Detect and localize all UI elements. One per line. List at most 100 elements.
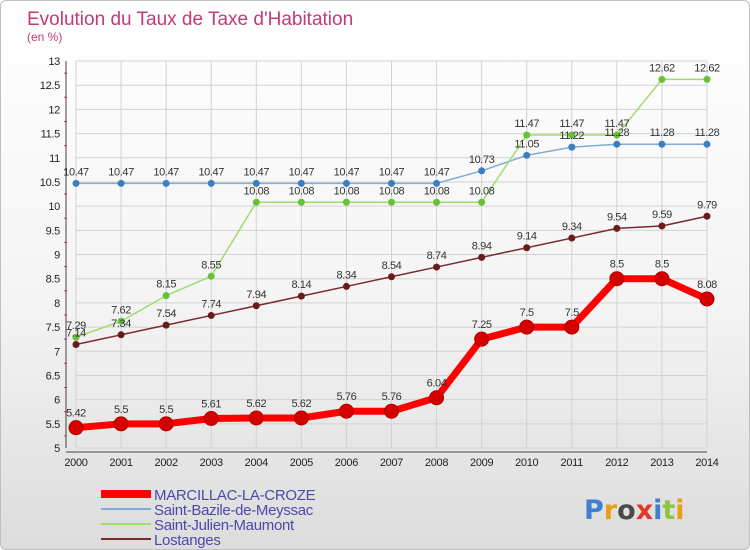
x-tick-label: 2013 xyxy=(650,457,673,469)
data-point xyxy=(388,273,395,281)
x-tick-label: 2005 xyxy=(290,457,313,469)
data-point xyxy=(388,179,395,187)
data-label: 10.47 xyxy=(379,166,405,178)
data-point xyxy=(699,291,715,307)
y-tick-label: 12.5 xyxy=(40,80,60,92)
data-label: 11.47 xyxy=(514,118,539,130)
data-label: 5.76 xyxy=(382,391,402,403)
data-label: 7.5 xyxy=(565,307,579,319)
data-point xyxy=(342,198,350,206)
x-tick-label: 2004 xyxy=(245,457,268,469)
legend-label: Lostanges xyxy=(154,532,221,549)
y-tick-label: 9.5 xyxy=(46,225,61,237)
data-point xyxy=(654,271,670,287)
data-point xyxy=(568,234,576,242)
data-label: 12.62 xyxy=(649,62,675,74)
data-point xyxy=(433,179,441,187)
data-point xyxy=(117,179,125,187)
proxiti-logo: Proxiti xyxy=(584,495,685,526)
data-point xyxy=(72,179,80,187)
data-label: 10.08 xyxy=(244,185,270,197)
data-point xyxy=(703,75,711,83)
data-point xyxy=(429,390,445,406)
data-label: 8.08 xyxy=(697,279,717,291)
data-point xyxy=(342,282,350,290)
x-tick-label: 2000 xyxy=(64,457,87,469)
chart-unit: (en %) xyxy=(27,30,62,44)
data-label: 11.05 xyxy=(514,138,539,150)
data-point xyxy=(342,179,350,187)
y-tick-label: 13 xyxy=(48,56,60,68)
data-label: 5.5 xyxy=(159,404,173,416)
y-tick-label: 5.5 xyxy=(46,419,61,431)
y-tick-label: 8 xyxy=(54,298,60,310)
data-label: 12.62 xyxy=(694,62,720,74)
data-label: 10.47 xyxy=(63,166,89,178)
data-point xyxy=(433,198,441,206)
data-label: 7.25 xyxy=(472,319,492,331)
data-label: 9.54 xyxy=(607,211,627,223)
legend: MARCILLAC-LA-CROZESaint-Bazile-de-Meyssa… xyxy=(101,487,316,549)
x-tick-label: 2007 xyxy=(380,457,403,469)
data-label: 7.62 xyxy=(111,304,131,316)
data-label: 7.54 xyxy=(156,308,176,320)
data-point xyxy=(72,333,80,341)
y-tick-label: 6 xyxy=(54,395,60,407)
data-point xyxy=(117,331,125,339)
data-labels: 7.14 7.34 7.54 7.74 7.94 8.14 8.34 8.54 8.74 8.94… xyxy=(63,62,720,419)
data-point xyxy=(297,198,305,206)
data-point xyxy=(297,292,305,300)
data-point xyxy=(519,319,535,335)
data-point xyxy=(658,140,666,148)
data-label: 8.34 xyxy=(337,269,357,281)
data-point xyxy=(474,331,490,347)
data-label: 10.47 xyxy=(289,166,315,178)
data-label: 11.47 xyxy=(559,118,584,130)
data-label: 10.47 xyxy=(334,166,360,178)
data-point xyxy=(564,319,580,335)
y-tick-label: 7 xyxy=(54,346,60,358)
data-label: 7.74 xyxy=(201,298,221,310)
data-label: 8.14 xyxy=(291,279,311,291)
y-tick-label: 9 xyxy=(54,250,60,262)
data-point xyxy=(207,272,215,280)
data-label: 11.47 xyxy=(604,118,629,130)
x-tick-label: 2010 xyxy=(515,457,538,469)
data-label: 8.55 xyxy=(201,259,221,271)
x-tick-label: 2011 xyxy=(561,457,584,469)
data-point xyxy=(207,179,215,187)
data-point xyxy=(252,198,260,206)
y-tick-label: 5 xyxy=(54,443,60,455)
data-point xyxy=(297,179,305,187)
data-label: 7.34 xyxy=(111,318,131,330)
data-point xyxy=(658,222,666,230)
x-tick-label: 2001 xyxy=(109,457,132,469)
data-point xyxy=(252,179,260,187)
y-tick-label: 8.5 xyxy=(46,274,61,286)
data-label: 7.94 xyxy=(246,289,266,301)
legend-label: Saint-Bazile-de-Meyssac xyxy=(154,502,314,519)
data-point xyxy=(568,131,576,139)
y-tick-label: 11 xyxy=(49,153,60,165)
data-label: 10.73 xyxy=(469,154,495,166)
data-point xyxy=(384,403,399,419)
data-point xyxy=(613,224,621,232)
data-label: 10.47 xyxy=(108,166,134,178)
x-tick-label: 2009 xyxy=(470,457,493,469)
data-point xyxy=(703,140,711,148)
y-tick-label: 7.5 xyxy=(46,322,61,334)
data-label: 10.47 xyxy=(244,166,270,178)
data-point xyxy=(162,321,170,329)
data-label: 11.28 xyxy=(695,127,720,139)
data-point xyxy=(523,131,531,139)
data-point xyxy=(293,410,309,426)
grid xyxy=(75,60,708,449)
data-label: 10.08 xyxy=(379,185,405,197)
y-tick-label: 11.5 xyxy=(41,129,61,141)
data-label: 10.47 xyxy=(198,166,224,178)
data-label: 8.5 xyxy=(610,259,624,271)
data-label: 7.14 xyxy=(66,327,86,339)
x-tick-label: 2002 xyxy=(155,457,178,469)
data-label: 8.5 xyxy=(655,259,669,271)
data-point xyxy=(162,292,170,300)
